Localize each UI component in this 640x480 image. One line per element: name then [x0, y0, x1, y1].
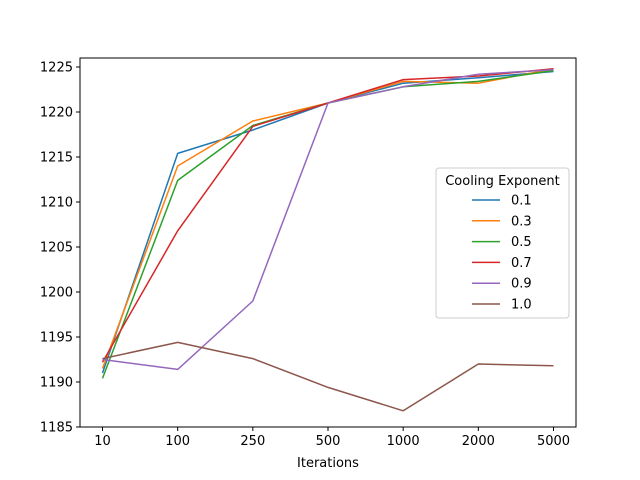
legend-box: [435, 167, 570, 319]
y-tick-label: 1200: [40, 286, 73, 301]
legend-label: 0.9: [511, 277, 532, 292]
y-tick-label: 1195: [40, 331, 73, 346]
y-tick-label: 1225: [40, 61, 73, 76]
legend-label: 0.5: [511, 235, 532, 250]
legend-title: Cooling Exponent: [445, 174, 560, 189]
y-tick-label: 1190: [40, 376, 73, 391]
y-tick-label: 1220: [40, 106, 73, 121]
x-axis-label: Iterations: [297, 456, 359, 471]
legend-items: 0.1 0.3 0.5 0.7 0.9 1.0: [472, 194, 532, 313]
legend: Cooling Exponent 0.1 0.3 0.5 0.7 0.9 1.0: [435, 167, 570, 319]
x-tick-label: 100: [165, 434, 190, 449]
x-tick-label: 2000: [462, 434, 495, 449]
y-tick-label: 1215: [40, 151, 73, 166]
y-tick-label: 1185: [40, 421, 73, 436]
legend-label: 1.0: [511, 298, 532, 313]
series-line-1-0: [102, 341, 554, 412]
legend-label: 0.1: [511, 194, 532, 209]
y-axis: 1185 1190 1195 1200 1205 1210 1215 1220 1225: [40, 61, 80, 436]
x-tick-label: 1000: [387, 434, 420, 449]
x-tick-label: 10: [94, 434, 111, 449]
x-tick-label: 500: [316, 434, 341, 449]
plot-lines: [101, 68, 554, 412]
x-tick-label: 250: [240, 434, 265, 449]
x-axis: 10 100 250 500 1000 2000 5000: [94, 427, 570, 449]
legend-label: 0.3: [511, 214, 532, 229]
y-tick-label: 1210: [40, 196, 73, 211]
series-line-0-9: [102, 68, 554, 371]
x-tick-label: 5000: [537, 434, 570, 449]
legend-label: 0.7: [511, 256, 532, 271]
y-tick-label: 1205: [40, 241, 73, 256]
